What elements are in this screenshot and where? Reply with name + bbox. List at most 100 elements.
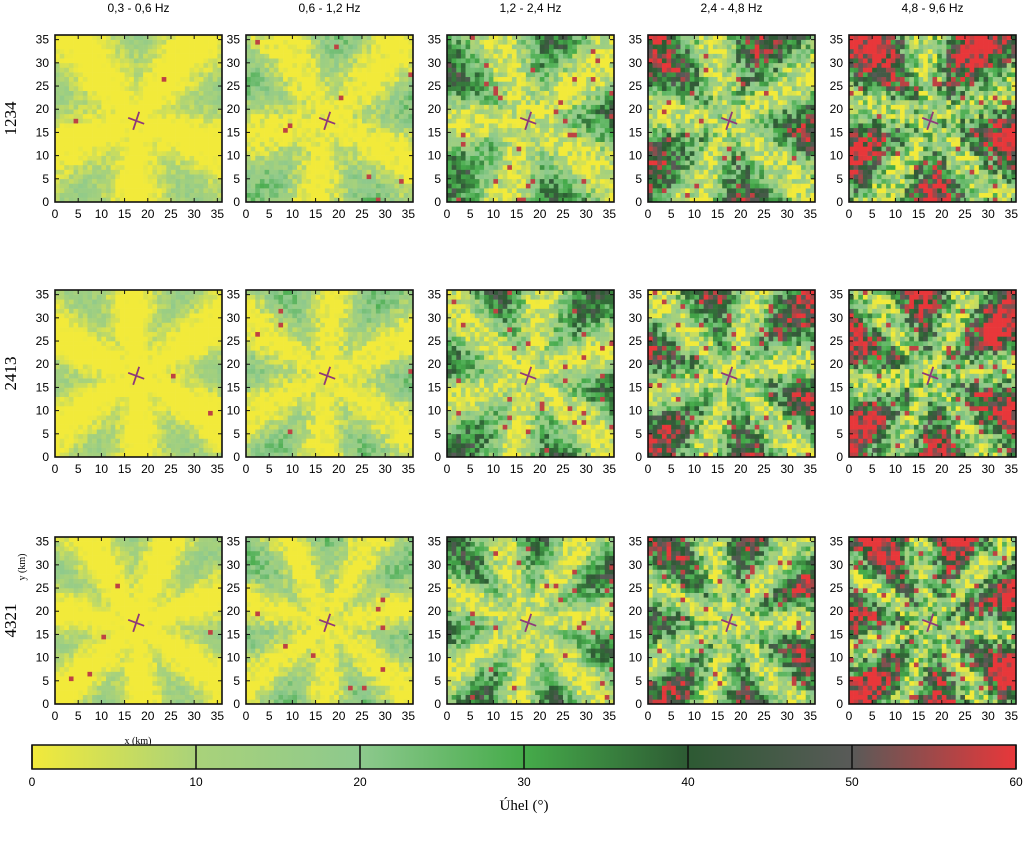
heatmap-cell: [465, 76, 471, 82]
heatmap-cell: [567, 118, 573, 124]
heatmap-cell: [648, 197, 653, 203]
heatmap-cell: [73, 188, 79, 194]
heatmap-cell: [763, 39, 769, 45]
heatmap-cell: [708, 113, 714, 119]
heatmap-cell: [460, 141, 466, 147]
heatmap-cell: [147, 137, 153, 142]
heatmap-cell: [152, 44, 158, 50]
heatmap-cell: [166, 132, 172, 138]
heatmap-cell: [652, 123, 658, 129]
heatmap-cell: [399, 164, 405, 170]
heatmap-cell: [451, 160, 457, 166]
heatmap-cell: [119, 127, 125, 133]
heatmap-cell: [212, 164, 218, 170]
heatmap-cell: [264, 58, 270, 64]
heatmap-cell: [184, 178, 190, 184]
heatmap-cell: [68, 146, 74, 152]
heatmap-cell: [451, 127, 457, 133]
heatmap-cell: [212, 113, 218, 119]
heatmap-cell: [110, 197, 116, 203]
heatmap-cell: [590, 146, 596, 152]
heatmap-cell: [361, 192, 367, 198]
heatmap-cell: [488, 192, 494, 198]
heatmap-cell: [484, 67, 490, 73]
heatmap-cell: [745, 104, 751, 110]
heatmap-cell: [544, 188, 550, 194]
heatmap-cell: [133, 178, 139, 184]
heatmap-cell: [498, 35, 503, 40]
heatmap-cell: [703, 72, 709, 78]
heatmap-cell: [106, 58, 111, 64]
heatmap-cell: [576, 35, 582, 40]
heatmap-cell: [763, 183, 769, 189]
heatmap-cell: [334, 86, 340, 91]
heatmap-cell: [119, 164, 125, 170]
heatmap-cell: [525, 67, 531, 73]
heatmap-cell: [525, 53, 531, 59]
heatmap-cell: [119, 39, 125, 45]
heatmap-cell: [371, 44, 377, 50]
heatmap-cell: [661, 141, 667, 147]
heatmap-cell: [166, 58, 172, 64]
heatmap-cell: [133, 62, 139, 68]
heatmap-cell: [143, 137, 149, 142]
heatmap-cell: [521, 95, 527, 101]
heatmap-cell: [343, 164, 349, 170]
heatmap-cell: [334, 39, 340, 45]
heatmap-cell: [544, 39, 550, 45]
heatmap-cell: [320, 53, 326, 59]
heatmap-cell: [399, 104, 405, 110]
heatmap-cell: [361, 127, 367, 133]
heatmap-cell: [549, 99, 554, 105]
heatmap-cell: [479, 160, 485, 166]
heatmap-cell: [488, 127, 494, 133]
heatmap-cell: [287, 178, 293, 184]
heatmap-cell: [394, 146, 400, 152]
heatmap-cell: [175, 99, 181, 105]
heatmap-cell: [73, 160, 79, 166]
heatmap-cell: [64, 35, 70, 40]
heatmap-cell: [726, 35, 732, 40]
heatmap-cell: [661, 67, 667, 73]
heatmap-cell: [194, 118, 200, 124]
heatmap-cell: [246, 183, 251, 189]
heatmap-cell: [189, 99, 195, 105]
heatmap-cell: [87, 183, 93, 189]
heatmap-cell: [731, 183, 737, 189]
heatmap-cell: [273, 155, 279, 161]
heatmap-cell: [278, 72, 284, 78]
y-tick-label: 30: [428, 56, 442, 70]
heatmap-cell: [310, 150, 316, 156]
heatmap-cell: [259, 58, 265, 64]
heatmap-cell: [78, 62, 84, 68]
heatmap-cell: [590, 67, 596, 73]
heatmap-cell: [329, 118, 335, 124]
heatmap-cell: [703, 127, 709, 133]
heatmap-cell: [712, 146, 718, 152]
heatmap-cell: [194, 67, 200, 73]
heatmap-cell: [82, 188, 88, 194]
heatmap-cell: [731, 81, 737, 87]
heatmap-cell: [731, 35, 737, 40]
heatmap-cell: [703, 81, 709, 87]
heatmap-cell: [507, 86, 513, 91]
heatmap-cell: [609, 118, 615, 124]
heatmap-cell: [689, 132, 695, 138]
heatmap-cell: [208, 178, 214, 184]
heatmap-cell: [315, 183, 321, 189]
heatmap-cell: [648, 58, 653, 64]
heatmap-cell: [726, 127, 732, 133]
heatmap-cell: [657, 146, 663, 152]
heatmap-cell: [166, 104, 172, 110]
heatmap-cell: [484, 118, 490, 124]
heatmap-cell: [324, 39, 330, 45]
heatmap-cell: [357, 160, 363, 166]
heatmap-cell: [657, 123, 663, 129]
heatmap-cell: [694, 197, 700, 203]
heatmap-cell: [736, 123, 742, 129]
heatmap-cell: [549, 39, 554, 45]
heatmap-cell: [129, 137, 135, 142]
heatmap-cell: [403, 39, 409, 45]
heatmap-cell: [55, 67, 60, 73]
heatmap-cell: [498, 197, 503, 203]
